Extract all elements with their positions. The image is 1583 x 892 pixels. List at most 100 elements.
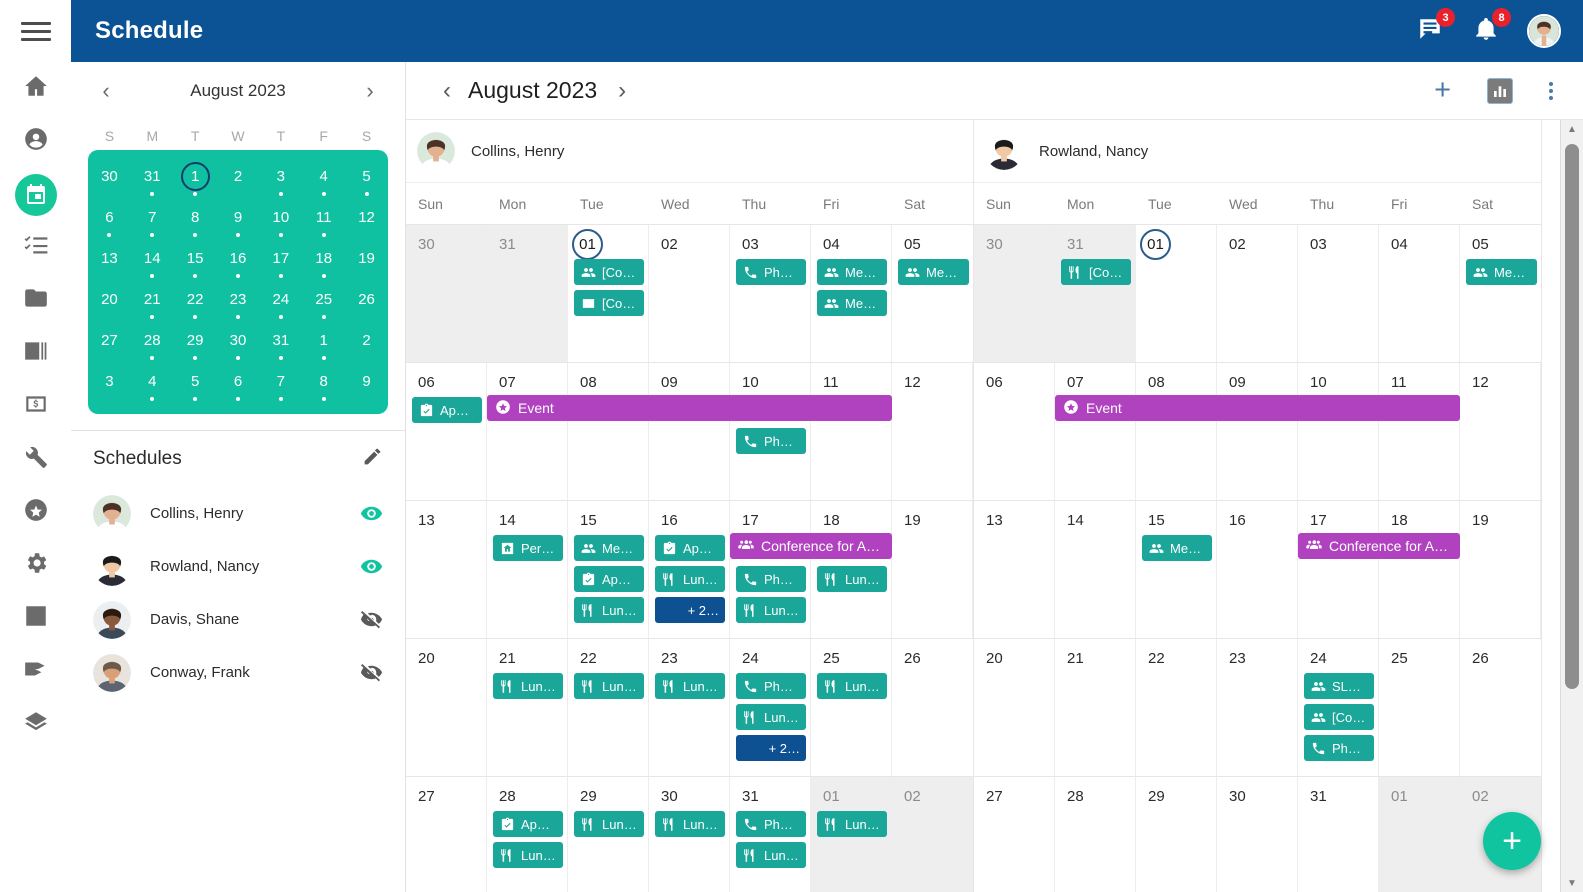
rail-item-reports[interactable] [0,592,71,645]
rail-item-settings[interactable] [0,539,71,592]
next-month-button[interactable]: › [618,76,627,104]
mini-cal-day-0-6[interactable]: 5 [345,158,388,199]
calendar-day-cell[interactable]: 05 Mee… [892,225,973,362]
calendar-day-cell[interactable]: 07 [1055,363,1136,500]
calendar-day-cell[interactable]: 01 Lun… [811,777,892,892]
mini-cal-day-0-1[interactable]: 31 [131,158,174,199]
calendar-event-chip[interactable]: Mee… [1466,259,1537,285]
calendar-day-cell[interactable]: 26 [892,639,973,776]
calendar-day-cell[interactable]: 25 Lun… [811,639,892,776]
calendar-event-chip[interactable]: Pho… [736,259,806,285]
schedule-person-row[interactable]: Conway, Frank [93,646,383,699]
mini-cal-day-1-5[interactable]: 11 [302,199,345,240]
calendar-day-cell[interactable]: 28 App… Lun… [487,777,568,892]
calendar-day-cell[interactable]: 01 [Co… [Co… [568,225,649,362]
rail-item-tools[interactable] [0,433,71,486]
schedule-person-row[interactable]: Collins, Henry [93,487,383,540]
eye-off-icon[interactable] [359,608,383,632]
calendar-day-cell[interactable]: 08 [568,363,649,500]
calendar-event-chip[interactable]: App… [493,811,563,837]
calendar-event-chip[interactable]: Lun… [574,597,644,623]
calendar-event-chip[interactable]: Mee… [898,259,969,285]
calendar-day-cell[interactable]: 20 [974,639,1055,776]
calendar-event-chip[interactable]: Pho… [736,566,806,592]
calendar-event-chip[interactable]: Mee… [1142,535,1212,561]
mini-cal-day-2-4[interactable]: 17 [259,240,302,281]
vertical-scrollbar[interactable]: ▲ ▼ [1560,120,1583,892]
calendar-day-cell[interactable]: 31 [Co… [1055,225,1136,362]
calendar-day-cell[interactable]: 15 Mee… [1136,501,1217,638]
calendar-multiday-event[interactable]: Event [1055,395,1460,421]
mini-cal-day-3-4[interactable]: 24 [259,281,302,322]
calendar-day-cell[interactable]: 31 Pho… Lun… [730,777,811,892]
mini-cal-day-3-0[interactable]: 20 [88,281,131,322]
chart-view-button[interactable] [1487,77,1513,104]
calendar-day-cell[interactable]: 27 [974,777,1055,892]
calendar-day-cell[interactable]: 23 Lun… [649,639,730,776]
add-floating-action-button[interactable]: + [1483,812,1541,870]
calendar-day-cell[interactable]: 30 Lun… [649,777,730,892]
mini-cal-day-1-1[interactable]: 7 [131,199,174,240]
rail-item-layers[interactable] [0,698,71,751]
calendar-day-cell[interactable]: 30 [406,225,487,362]
mini-cal-day-2-1[interactable]: 14 [131,240,174,281]
rail-item-contacts[interactable] [0,327,71,380]
mini-cal-day-4-6[interactable]: 2 [345,322,388,363]
calendar-day-cell[interactable]: 05 Mee… [1460,225,1541,362]
calendar-event-chip[interactable]: Lun… [817,673,887,699]
calendar-event-chip[interactable]: Lun… [655,673,725,699]
calendar-event-chip[interactable]: [Co… [1304,704,1374,730]
avatar[interactable] [1527,14,1561,48]
mini-cal-day-4-2[interactable]: 29 [174,322,217,363]
calendar-event-chip[interactable]: Mee… [817,290,887,316]
calendar-multiday-event[interactable]: Conference for A… [730,533,892,559]
mini-cal-day-5-0[interactable]: 3 [88,363,131,404]
add-event-button[interactable]: + [1434,76,1451,105]
calendar-day-cell[interactable]: 19 [892,501,973,638]
calendar-day-cell[interactable]: 01 [1379,777,1460,892]
rail-item-schedule[interactable] [0,168,71,221]
calendar-event-chip[interactable]: Lun… [574,811,644,837]
mini-next-month-button[interactable]: › [366,78,374,103]
calendar-event-chip[interactable]: Lun… [655,566,725,592]
calendar-day-cell[interactable]: 29 [1136,777,1217,892]
calendar-event-chip[interactable]: Pers… [493,535,563,561]
mini-cal-day-5-6[interactable]: 9 [345,363,388,404]
rail-item-tasks[interactable] [0,221,71,274]
calendar-day-cell[interactable]: 24 SLM… [Co… Pho… [1298,639,1379,776]
mini-cal-day-4-0[interactable]: 27 [88,322,131,363]
mini-cal-day-5-3[interactable]: 6 [217,363,260,404]
mini-cal-day-0-0[interactable]: 30 [88,158,131,199]
calendar-day-cell[interactable]: 02 [1217,225,1298,362]
prev-month-button[interactable]: ‹ [443,76,451,104]
calendar-day-cell[interactable]: 29 Lun… [568,777,649,892]
calendar-day-cell[interactable]: 08 [1136,363,1217,500]
schedule-person-row[interactable]: Rowland, Nancy [93,540,383,593]
calendar-event-chip[interactable]: Lun… [817,566,887,592]
calendar-event-chip[interactable]: Pho… [736,811,806,837]
mini-cal-day-3-3[interactable]: 23 [217,281,260,322]
mini-cal-day-5-2[interactable]: 5 [174,363,217,404]
calendar-day-cell[interactable]: 24 Pho… Lun… + 2… [730,639,811,776]
mini-cal-day-0-5[interactable]: 4 [302,158,345,199]
calendar-day-cell[interactable]: 22 Lun… [568,639,649,776]
calendar-day-cell[interactable]: 10 Pho… [730,363,811,500]
calendar-day-cell[interactable]: 12 [892,363,973,500]
calendar-day-cell[interactable]: 09 [1217,363,1298,500]
calendar-multiday-event[interactable]: Conference for A… [1298,533,1460,559]
mini-cal-day-1-6[interactable]: 12 [345,199,388,240]
mini-cal-day-5-5[interactable]: 8 [302,363,345,404]
mini-cal-day-2-0[interactable]: 13 [88,240,131,281]
mini-cal-day-2-6[interactable]: 19 [345,240,388,281]
rail-item-billing[interactable] [0,380,71,433]
notifications-button[interactable]: 8 [1471,8,1511,46]
rail-item-favorites[interactable] [0,486,71,539]
calendar-day-cell[interactable]: 12 [1460,363,1541,500]
calendar-day-cell[interactable]: 15 Mee… App… Lun… [568,501,649,638]
more-events-chip[interactable]: + 2… [736,735,806,761]
mini-cal-day-4-4[interactable]: 31 [259,322,302,363]
mini-cal-day-4-5[interactable]: 1 [302,322,345,363]
calendar-event-chip[interactable]: App… [412,397,482,423]
calendar-day-cell[interactable]: 16 [1217,501,1298,638]
calendar-event-chip[interactable]: App… [574,566,644,592]
